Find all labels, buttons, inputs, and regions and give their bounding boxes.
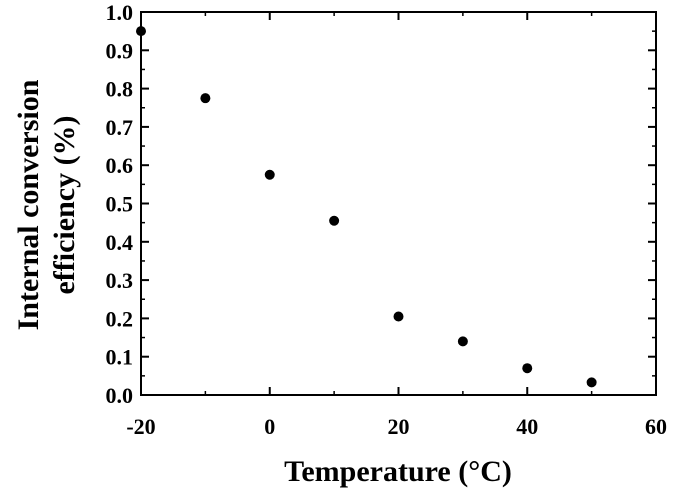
x-tick-label: -20 [126, 414, 155, 439]
y-tick-label: 0.2 [106, 306, 134, 331]
x-tick-label: 40 [516, 414, 538, 439]
x-axis-ticks: -20 0 20 40 60 [126, 12, 667, 439]
data-point [393, 311, 404, 322]
y-axis-title-line-2: efficiency (%) [48, 115, 81, 294]
y-axis-title: Internal conversion efficiency (%) [12, 79, 81, 330]
y-tick-label: 0.7 [106, 115, 134, 140]
y-tick-label: 0.5 [106, 192, 134, 217]
y-tick-label: 1.0 [106, 0, 134, 25]
y-tick-label: 0.6 [106, 153, 134, 178]
data-point [586, 377, 597, 388]
y-tick-label: 0.3 [106, 268, 134, 293]
y-tick-label: 0.1 [106, 345, 134, 370]
y-axis-title-line-1: Internal conversion [12, 79, 45, 330]
data-point [457, 336, 468, 347]
data-point [522, 363, 533, 374]
x-tick-label: 0 [264, 414, 275, 439]
data-point [264, 169, 275, 180]
data-point [329, 215, 340, 226]
data-point [136, 26, 146, 37]
x-tick-label: 20 [388, 414, 410, 439]
data-points [136, 26, 597, 388]
y-tick-label: 0.8 [106, 77, 134, 102]
x-axis-title: Temperature (°C) [284, 455, 512, 488]
y-tick-label: 0.9 [106, 38, 134, 63]
y-tick-label: 0.4 [106, 230, 134, 255]
y-axis-ticks: 0.0 0.1 0.2 0.3 0.4 0.5 0.6 0.7 0.8 0.9 1.0 [106, 0, 656, 408]
plot-frame [140, 11, 657, 396]
data-point [200, 93, 211, 104]
y-tick-label: 0.0 [106, 383, 134, 408]
x-tick-label: 60 [645, 414, 667, 439]
